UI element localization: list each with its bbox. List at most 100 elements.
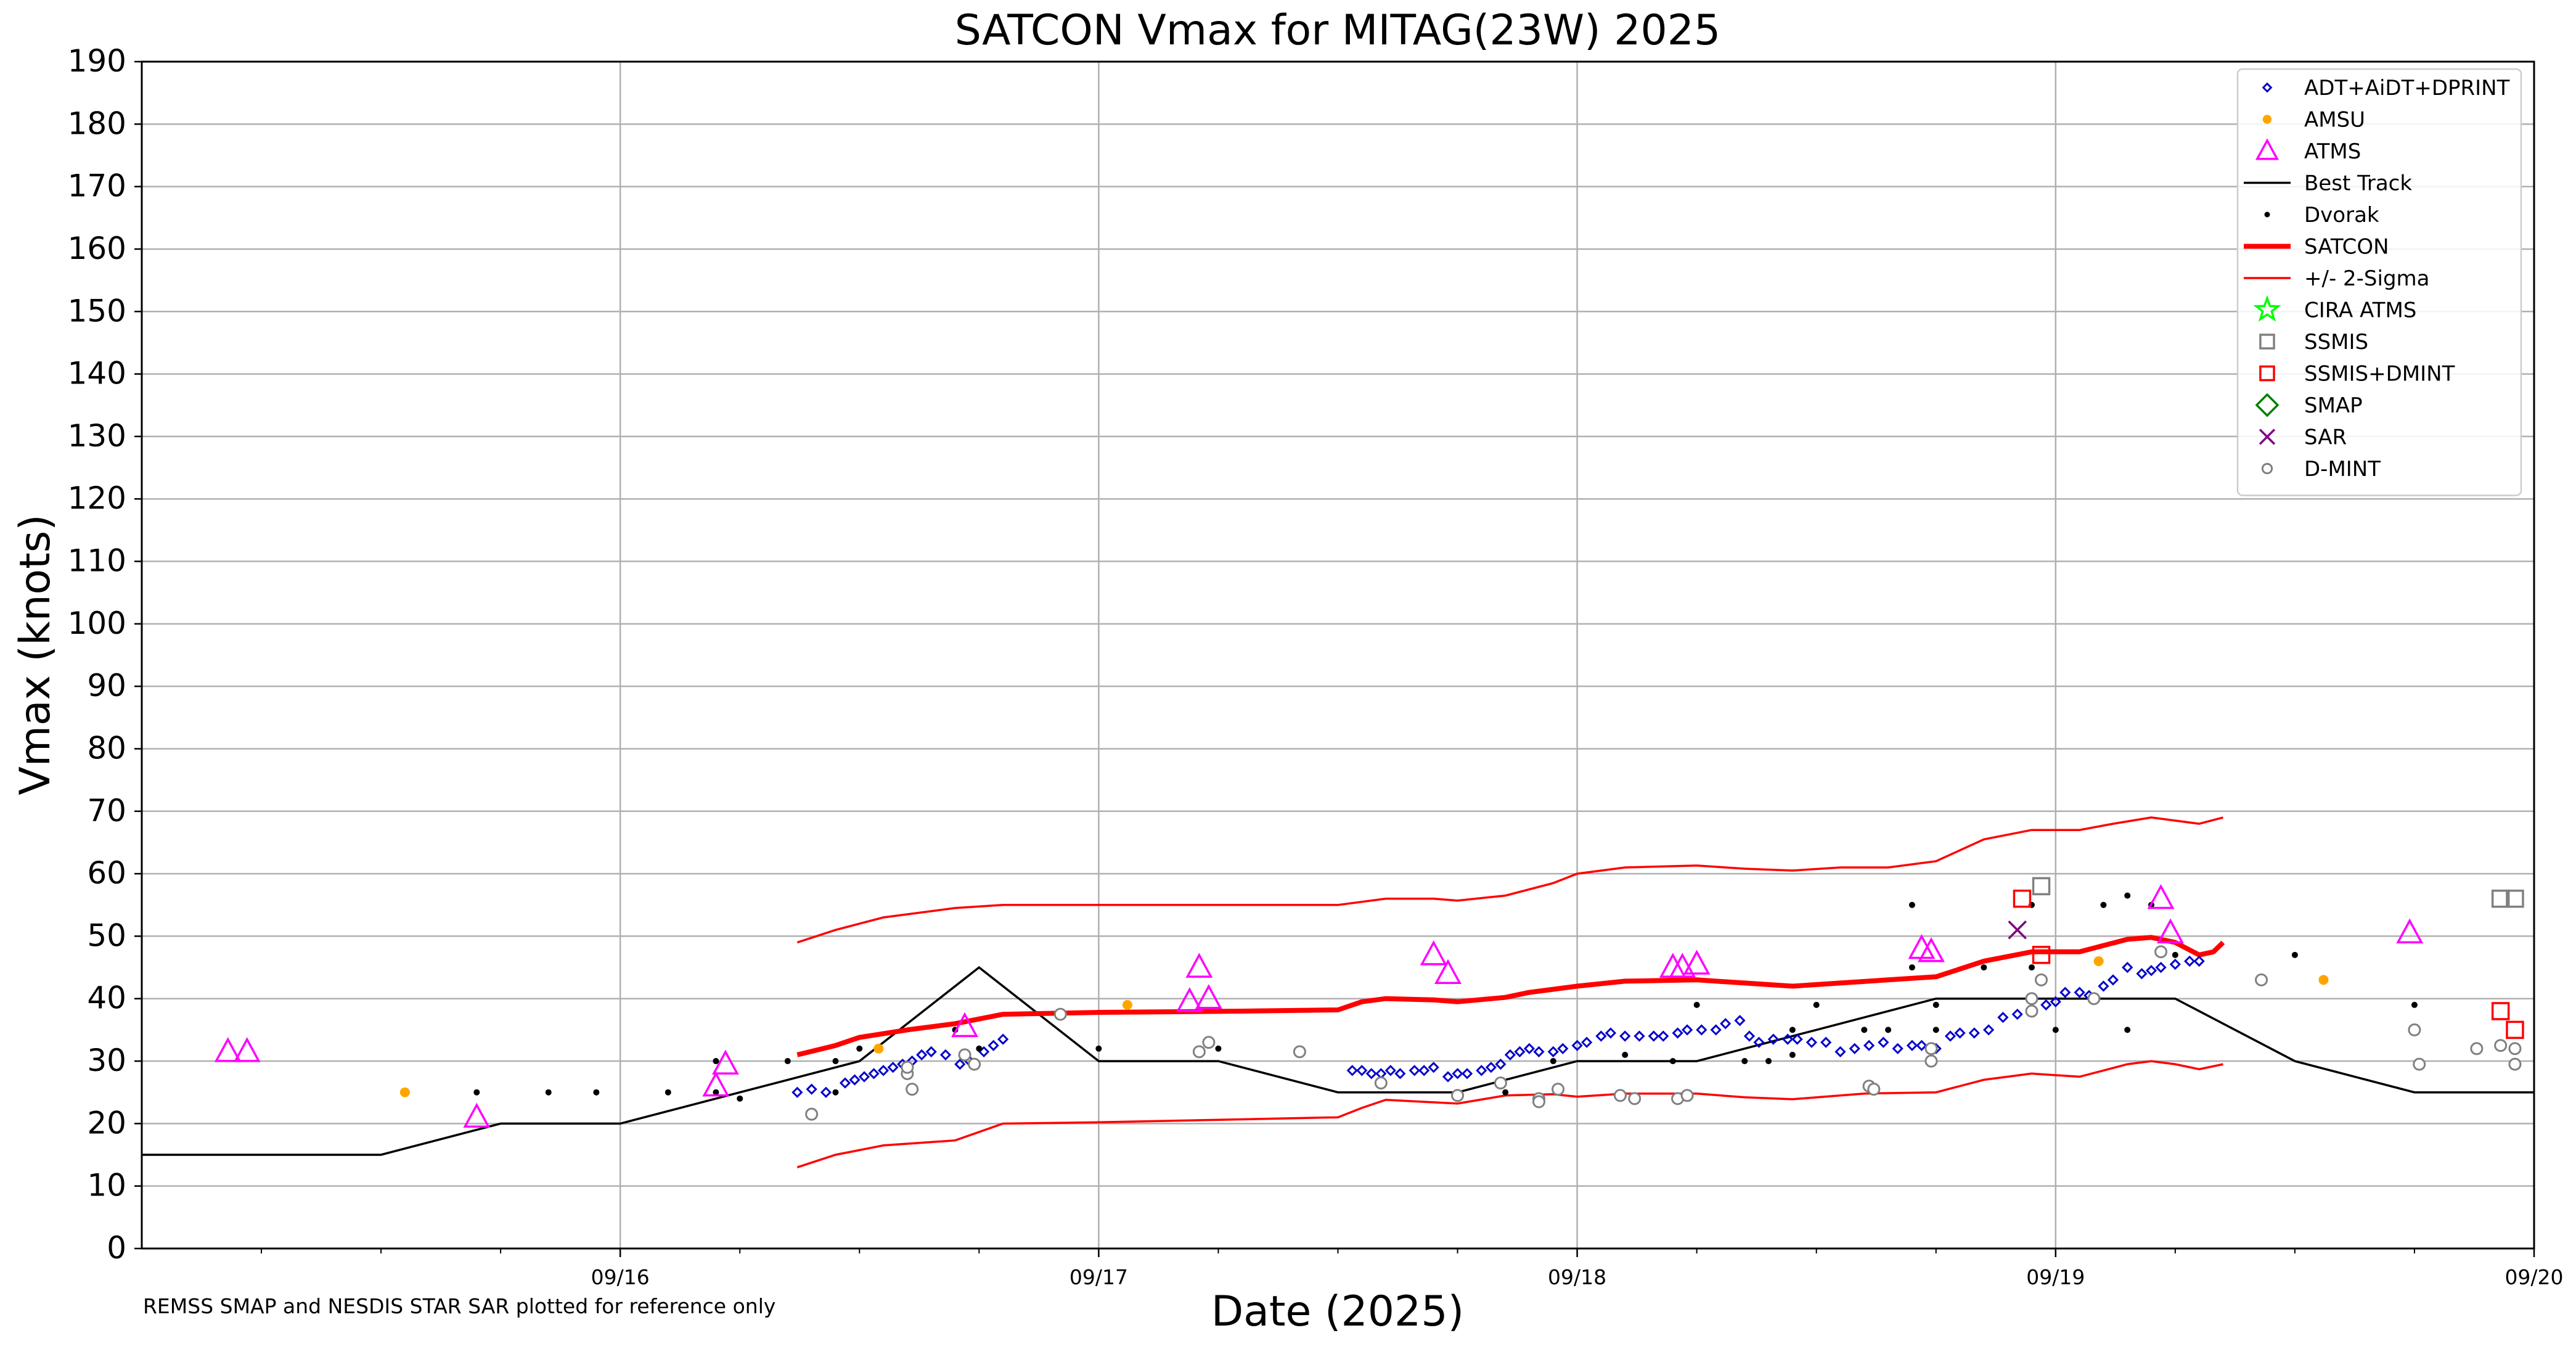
y-tick-label: 190 — [68, 43, 126, 79]
adt-point — [1485, 1062, 1497, 1073]
best-track-line — [142, 966, 2534, 1156]
dvorak-point — [2264, 211, 2270, 218]
y-tick-label: 150 — [68, 293, 126, 329]
atms-point — [1918, 937, 1945, 962]
legend: ADT+AiDT+DPRINT AMSU ATMS Best Track Dvorak S… — [2236, 68, 2522, 496]
adt-point — [2122, 961, 2133, 974]
adt-point — [1820, 1036, 1832, 1048]
adt-point — [2098, 980, 2109, 992]
adt-point — [1409, 1065, 1420, 1076]
adt-point — [2040, 999, 2052, 1011]
dvorak-point — [664, 1089, 671, 1096]
dvorak-point — [1765, 1058, 1772, 1065]
adt-point — [1672, 1027, 1683, 1039]
adt-point — [1767, 1033, 1779, 1045]
dmint-point — [2470, 1042, 2484, 1056]
adt-point — [2059, 986, 2071, 998]
adt-point — [2011, 1008, 2023, 1020]
y-tick-label: 110 — [68, 543, 126, 579]
dvorak-point — [1095, 1045, 1102, 1052]
adt-point — [1863, 1039, 1875, 1051]
ssmis-point — [2491, 889, 2510, 908]
adt-point — [877, 1065, 889, 1076]
adt-point — [1997, 1012, 2009, 1023]
legend-label-ssmis-dmint: SSMIS+DMINT — [2304, 362, 2455, 387]
x-axis-label: Date (2025) — [1211, 1287, 1464, 1336]
amsu-point — [2318, 975, 2329, 985]
sar-point — [2008, 921, 2027, 940]
y-tick-label: 0 — [107, 1230, 126, 1266]
dvorak-point — [1550, 1058, 1556, 1065]
atms-point — [1185, 953, 1213, 978]
adt-point — [1514, 1046, 1526, 1057]
adt-point — [1743, 1030, 1756, 1042]
adt-point — [2262, 82, 2273, 93]
amsu-point — [399, 1087, 410, 1097]
atms-point — [2147, 884, 2175, 909]
adt-point — [868, 1068, 880, 1080]
adt-point — [1983, 1024, 1995, 1036]
dmint-point — [906, 1083, 919, 1096]
dvorak-point — [713, 1089, 719, 1096]
atms-point — [951, 1012, 979, 1038]
dvorak-point — [856, 1045, 863, 1052]
dmint-point — [1613, 1089, 1627, 1102]
smap-point — [2255, 393, 2280, 417]
adt-point — [1805, 1036, 1818, 1048]
dmint-point — [2025, 992, 2038, 1006]
dmint-point — [1192, 1045, 1206, 1059]
legend-label-sigma: +/- 2-Sigma — [2304, 266, 2430, 291]
ssmis-point — [2032, 877, 2051, 896]
dvorak-point — [2411, 1001, 2418, 1008]
adt-point — [1892, 1043, 1903, 1054]
x-tick-label: 09/18 — [1548, 1265, 1606, 1289]
adt-point — [1619, 1030, 1631, 1042]
adt-point — [1658, 1030, 1669, 1042]
atms-point — [463, 1102, 491, 1128]
adt-point — [1394, 1068, 1406, 1080]
dvorak-point — [1932, 1001, 1939, 1008]
amsu-point — [873, 1043, 884, 1054]
ssmis-dmint-point — [2506, 1020, 2524, 1039]
dvorak-point — [1885, 1027, 1892, 1033]
atms-point — [214, 1037, 242, 1062]
dvorak-point — [2124, 1027, 2131, 1033]
adt-point — [916, 1049, 928, 1061]
adt-point — [1782, 1033, 1794, 1045]
y-tick-label: 50 — [87, 917, 126, 953]
x-tick-label: 09/17 — [1069, 1265, 1128, 1289]
adt-point — [1916, 1039, 1928, 1051]
dmint-point — [1532, 1095, 1546, 1109]
dvorak-point — [593, 1089, 600, 1096]
dmint-point — [1374, 1076, 1388, 1090]
y-tick-label: 60 — [87, 855, 126, 891]
dvorak-point — [1669, 1058, 1676, 1065]
dvorak-point — [2124, 892, 2131, 899]
cira-point — [2253, 295, 2281, 322]
adt-point — [2074, 986, 2085, 998]
adt-point — [806, 1083, 817, 1095]
adt-point — [1834, 1046, 1846, 1057]
dvorak-point — [473, 1089, 480, 1096]
y-tick-label: 140 — [68, 356, 126, 392]
atms-point — [1195, 984, 1222, 1009]
y-axis-label: Vmax (knots) — [11, 514, 60, 795]
dmint-point — [1053, 1007, 1067, 1021]
x-tick-label: 09/16 — [591, 1265, 650, 1289]
satcon-polyline — [796, 935, 2225, 1057]
amsu-point — [2093, 956, 2104, 966]
adt-point — [1605, 1027, 1617, 1039]
dmint-point — [2035, 973, 2048, 986]
adt-point — [1753, 1036, 1765, 1048]
dmint-point — [958, 1048, 971, 1062]
legend-label-smap: SMAP — [2304, 393, 2363, 418]
y-tick-label: 160 — [68, 231, 126, 266]
dvorak-point — [2100, 901, 2107, 908]
dvorak-point — [2291, 951, 2298, 958]
atms-point — [1434, 959, 1462, 984]
adt-point — [1547, 1046, 1559, 1057]
dvorak-point — [784, 1058, 791, 1065]
legend-box — [2236, 68, 2522, 496]
dvorak-point — [1622, 1051, 1629, 1058]
